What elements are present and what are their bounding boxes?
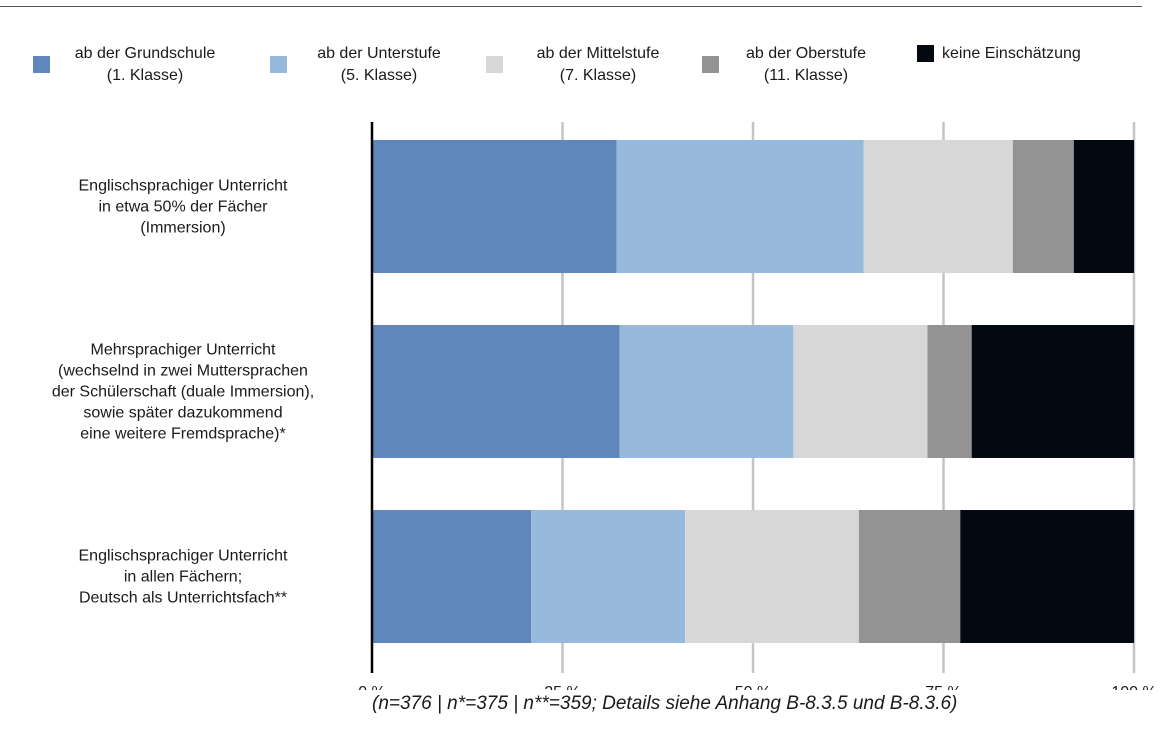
bar-segment [863,140,1013,273]
category-label-line: in etwa 50% der Fächer [99,199,269,216]
category-label-line: Mehrsprachiger Unterricht [91,342,277,359]
x-tick-label: 50 % [735,684,771,690]
bar-segment [531,510,686,643]
stacked-bar-chart: Englischsprachiger Unterricht in etwa 50%… [33,45,1157,690]
bar-segment [1073,140,1134,273]
bar-segment [793,325,928,458]
bar-segment [372,325,620,458]
legend-swatch [270,56,287,73]
bar-segment [372,140,617,273]
category-label-line: eine weitere Fremdsprache)* [80,426,285,443]
category-label-line: (Immersion) [140,220,225,237]
x-tick-label: 25 % [544,684,580,690]
legend: ab der Grundschule (1. Klasse) ab der Unte… [33,45,1081,84]
legend-label: ab der Grundschule (1. Klasse) [75,45,216,84]
category-label-line: in allen Fächern; [124,569,242,586]
legend-label-line: (7. Klasse) [560,67,636,84]
category-label-line: Englischsprachiger Unterricht [79,548,289,565]
category-label: Mehrsprachiger Unterricht (wechselnd in z… [52,342,314,443]
legend-label-line: (1. Klasse) [107,67,183,84]
bar-segment [685,510,859,643]
legend-label: keine Einschätzung [942,45,1081,62]
legend-label: ab der Mittelstufe (7. Klasse) [537,45,660,84]
bar-segment [960,510,1134,643]
bar-segment [372,510,532,643]
x-tick-label: 75 % [925,684,961,690]
bars [372,140,1134,643]
bar-segment [1012,140,1074,273]
top-rule [0,6,1142,7]
x-tick-label: 0 % [358,684,386,690]
legend-label-line: ab der Grundschule [75,45,216,62]
x-tick-label: 100 % [1111,684,1156,690]
x-tick-labels: 0 % 25 % 50 % 75 % 100 % [358,684,1156,690]
legend-label-line: ab der Unterstufe [317,45,441,62]
bar-segment [971,325,1134,458]
legend-label: ab der Unterstufe (5. Klasse) [317,45,441,84]
legend-swatch [33,56,50,73]
legend-label: ab der Oberstufe (11. Klasse) [746,45,866,84]
category-label: Englischsprachiger Unterricht in etwa 50%… [79,178,289,237]
bar-segment [858,510,961,643]
category-labels: Englischsprachiger Unterricht in etwa 50%… [52,178,314,607]
bar-segment [619,325,794,458]
category-label: Englischsprachiger Unterricht in allen Fä… [79,548,289,607]
legend-label-line: (5. Klasse) [341,67,417,84]
category-label-line: Deutsch als Unterrichtsfach** [79,590,287,607]
legend-label-line: ab der Oberstufe [746,45,866,62]
category-label-line: der Schülerschaft (duale Immersion), [52,384,314,401]
bar-segment [616,140,864,273]
sample-size-footnote: (n=376 | n*=375 | n**=359; Details siehe… [372,693,958,714]
legend-swatch [486,56,503,73]
category-label-line: (wechselnd in zwei Muttersprachen [58,363,308,380]
legend-label-line: (11. Klasse) [764,67,848,84]
category-label-line: sowie später dazukommend [83,405,282,422]
legend-label-line: ab der Mittelstufe [537,45,660,62]
category-label-line: Englischsprachiger Unterricht [79,178,289,195]
bar-segment [927,325,972,458]
legend-swatch [702,56,719,73]
legend-swatch [917,45,934,62]
